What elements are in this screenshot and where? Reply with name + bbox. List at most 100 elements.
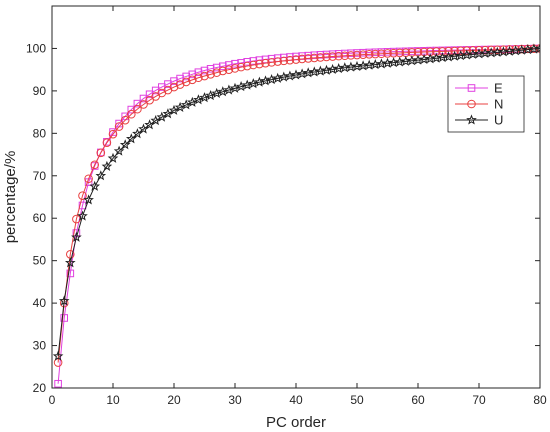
data-point bbox=[107, 152, 119, 163]
data-point bbox=[156, 111, 168, 122]
data-point bbox=[175, 80, 185, 89]
data-point bbox=[217, 86, 229, 97]
data-point bbox=[297, 54, 307, 64]
ticks-layer: 0 10 20 30 40 50 60 70 80 20 30 40 50 60 70 80 90 100 bbox=[26, 6, 547, 407]
y-axis-label: percentage/% bbox=[2, 151, 19, 244]
data-point bbox=[328, 52, 337, 61]
data-point bbox=[127, 105, 136, 114]
x-tick-label: 30 bbox=[228, 393, 242, 407]
data-point bbox=[78, 201, 87, 210]
data-point bbox=[377, 49, 386, 59]
data-point bbox=[236, 62, 246, 72]
data-point bbox=[53, 358, 63, 367]
x-tick-label: 10 bbox=[106, 393, 120, 407]
data-point bbox=[206, 65, 215, 73]
data-point bbox=[113, 145, 125, 156]
data-point bbox=[486, 45, 496, 55]
data-point bbox=[255, 59, 264, 69]
data-point bbox=[77, 210, 88, 221]
data-point bbox=[194, 73, 203, 83]
data-point bbox=[174, 101, 186, 112]
data-point bbox=[456, 46, 466, 56]
data-point bbox=[241, 79, 253, 90]
data-point bbox=[285, 55, 295, 65]
data-point bbox=[261, 58, 270, 68]
data-point bbox=[200, 71, 209, 81]
legend-marker-U bbox=[466, 114, 477, 125]
x-tick-label: 20 bbox=[167, 393, 181, 407]
data-point bbox=[358, 50, 368, 59]
data-point bbox=[54, 379, 62, 388]
x-tick-label: 50 bbox=[350, 393, 364, 407]
y-tick-label: 30 bbox=[33, 339, 47, 353]
data-point bbox=[199, 92, 210, 103]
data-point bbox=[273, 57, 283, 66]
x-axis-label: PC order bbox=[266, 414, 326, 431]
data-point bbox=[102, 138, 112, 147]
data-point bbox=[383, 49, 392, 58]
data-point bbox=[52, 350, 64, 361]
series-line-N bbox=[57, 47, 540, 363]
data-point bbox=[58, 295, 70, 306]
data-point bbox=[108, 129, 118, 139]
legend-label-U: U bbox=[494, 113, 503, 128]
data-point bbox=[144, 119, 155, 130]
y-tick-label: 70 bbox=[33, 169, 47, 183]
series-layer bbox=[52, 42, 540, 388]
data-point bbox=[66, 269, 75, 278]
data-point bbox=[145, 95, 154, 105]
data-point bbox=[194, 68, 203, 77]
data-point bbox=[64, 257, 76, 268]
legend-marker-N bbox=[467, 99, 476, 109]
data-point bbox=[340, 51, 350, 61]
data-point bbox=[89, 180, 101, 191]
legend: ENU bbox=[447, 75, 525, 133]
y-tick-label: 100 bbox=[26, 41, 46, 55]
data-point bbox=[322, 52, 331, 62]
data-point bbox=[249, 60, 258, 70]
data-point bbox=[450, 46, 459, 56]
data-point bbox=[169, 82, 179, 92]
data-point bbox=[83, 194, 94, 205]
data-point bbox=[444, 46, 453, 56]
data-point bbox=[291, 55, 301, 64]
y-tick-label: 40 bbox=[33, 296, 47, 310]
data-point bbox=[364, 50, 374, 59]
data-point bbox=[230, 64, 240, 73]
data-point bbox=[60, 314, 69, 322]
data-point bbox=[346, 51, 356, 60]
data-point bbox=[127, 109, 136, 119]
data-point bbox=[120, 115, 130, 125]
y-tick-label: 50 bbox=[33, 254, 47, 268]
x-tick-label: 70 bbox=[472, 393, 486, 407]
data-point bbox=[247, 78, 259, 89]
data-point bbox=[225, 61, 233, 69]
data-point bbox=[224, 65, 234, 74]
data-point bbox=[90, 160, 99, 170]
data-point bbox=[242, 61, 252, 71]
data-point bbox=[279, 56, 289, 66]
data-point bbox=[352, 50, 362, 60]
data-point bbox=[95, 170, 107, 181]
data-point bbox=[267, 58, 276, 67]
data-point bbox=[205, 89, 216, 101]
y-tick-label: 90 bbox=[33, 84, 47, 98]
data-point bbox=[84, 174, 93, 184]
data-point bbox=[133, 99, 142, 108]
data-point bbox=[114, 122, 124, 131]
data-point bbox=[132, 128, 143, 139]
y-tick-label: 60 bbox=[33, 211, 47, 225]
data-point bbox=[223, 84, 235, 95]
data-point bbox=[235, 81, 247, 92]
data-point bbox=[480, 45, 490, 55]
data-point bbox=[186, 96, 198, 107]
legend-label-N: N bbox=[494, 97, 503, 112]
data-point bbox=[303, 54, 313, 63]
x-tick-label: 40 bbox=[289, 393, 303, 407]
data-point bbox=[212, 68, 221, 77]
data-point bbox=[218, 66, 228, 76]
data-point bbox=[139, 94, 148, 103]
data-point bbox=[310, 53, 319, 63]
data-point bbox=[211, 87, 223, 98]
